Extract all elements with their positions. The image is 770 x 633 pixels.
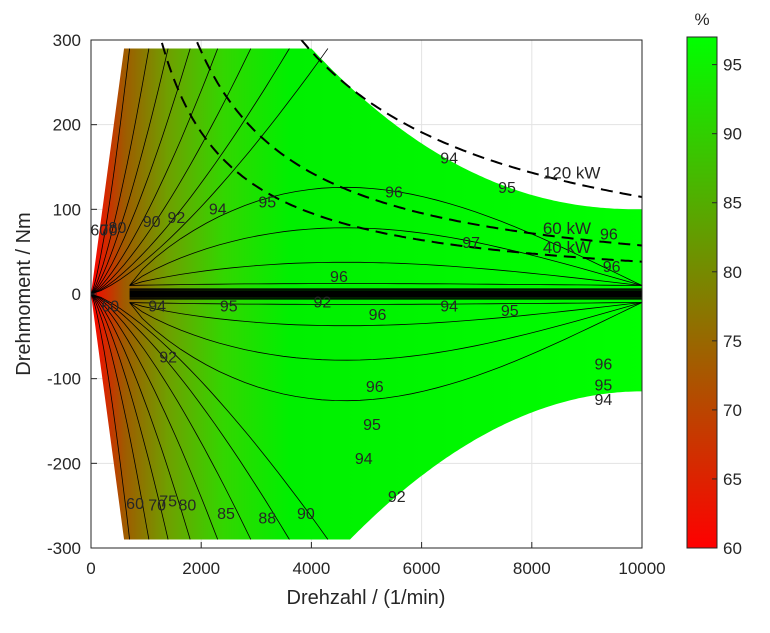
x-tick-label: 6000 [403, 559, 441, 578]
power-line-label: 40 kW [543, 238, 591, 257]
efficiency-contour-line [129, 283, 642, 286]
contour-label: 95 [220, 299, 238, 316]
efficiency-contour-line [129, 227, 642, 286]
colorbar-tick-label: 65 [723, 470, 742, 489]
contour-label: 80 [179, 498, 197, 515]
contour-label: 90 [297, 506, 315, 523]
contour-label: 70 [100, 223, 118, 240]
contour-label: 95 [498, 180, 516, 197]
contour-label: 97 [462, 235, 480, 252]
power-line [300, 40, 642, 198]
contour-label: 75 [159, 493, 177, 510]
y-tick-label: 100 [53, 200, 81, 219]
contour-label: 96 [595, 356, 613, 373]
power-line [195, 40, 642, 247]
x-axis-label: Drehzahl / (1/min) [287, 587, 446, 609]
colorbar-tick-label: 90 [723, 125, 742, 144]
contour-label: 94 [440, 299, 458, 316]
efficiency-contour-line [129, 302, 642, 327]
contour-label: 70 [148, 498, 166, 515]
efficiency-contour-line [91, 48, 290, 295]
contour-label: 60 [126, 496, 144, 513]
efficiency-contour-line [129, 302, 642, 402]
efficiency-contour-line [91, 48, 169, 295]
y-tick-label: -300 [47, 539, 81, 558]
efficiency-contour-line [91, 293, 290, 540]
contour-label: 96 [603, 259, 621, 276]
y-tick-label: -100 [47, 370, 81, 389]
contour-label: 95 [258, 195, 276, 212]
contour-label: 85 [217, 506, 235, 523]
efficiency-contour-line [91, 293, 150, 540]
contour-label: 95 [501, 303, 519, 320]
contour-label: 92 [314, 294, 332, 311]
contour-label: 96 [330, 269, 348, 286]
colorbar-tick-label: 80 [723, 263, 742, 282]
colorbar-ticks: 60 65 70 75 80 85 90 95 [712, 56, 742, 558]
efficiency-contour-line [91, 48, 252, 295]
contour-label: 88 [258, 510, 276, 527]
y-tick-label: 200 [53, 116, 81, 135]
efficiency-contour-line [91, 293, 130, 540]
efficiency-contour-line [129, 302, 642, 361]
efficiency-contour-line [91, 293, 329, 540]
contour-label: 94 [440, 151, 458, 168]
efficiency-contour-line [91, 48, 219, 295]
contour-label: 94 [355, 451, 373, 468]
contour-label: 96 [385, 184, 403, 201]
contour-label: 60 [90, 223, 108, 240]
colorbar [686, 36, 718, 549]
contour-label: 96 [600, 227, 618, 244]
contour-label: 95 [363, 417, 381, 434]
y-tick-label: -200 [47, 454, 81, 473]
power-line-label: 60 kW [543, 219, 591, 238]
y-tick-label: 300 [53, 31, 81, 50]
efficiency-contour-line [91, 293, 191, 540]
contour-label: 92 [168, 210, 186, 227]
x-tick-label: 10000 [618, 559, 665, 578]
contour-label: 92 [159, 350, 177, 367]
efficiency-contour-line [91, 48, 191, 295]
efficiency-contour-line [129, 186, 642, 286]
contour-label: 94 [148, 299, 166, 316]
contour-label: 94 [209, 201, 227, 218]
contour-label: 90 [143, 214, 161, 231]
efficiency-contour-line [91, 48, 130, 295]
efficiency-contour-line [91, 293, 252, 540]
colorbar-unit-label: % [694, 10, 709, 29]
contour-label: 94 [595, 392, 613, 409]
contour-label: 80 [109, 220, 127, 237]
efficiency-contour-line [91, 48, 329, 295]
power-line [160, 40, 642, 263]
colorbar-tick-label: 70 [723, 401, 742, 420]
colorbar-tick-label: 95 [723, 56, 742, 75]
efficiency-contour-line [129, 302, 642, 305]
contour-label: 95 [595, 377, 613, 394]
x-tick-label: 4000 [292, 559, 330, 578]
contour-label: 96 [366, 379, 384, 396]
colorbar-tick-label: 85 [723, 194, 742, 213]
x-tick-label: 0 [86, 559, 95, 578]
contour-label: 60 [101, 299, 119, 316]
efficiency-contour-line [91, 293, 219, 540]
colorbar-tick-label: 60 [723, 539, 742, 558]
y-tick-label: 0 [72, 285, 81, 304]
colorbar-tick-label: 75 [723, 332, 742, 351]
x-tick-label: 8000 [513, 559, 551, 578]
efficiency-contours [91, 48, 642, 540]
efficiency-contour-line [91, 48, 150, 295]
power-line-label: 120 kW [543, 163, 601, 182]
x-tick-label: 2000 [182, 559, 220, 578]
contour-label: 96 [369, 307, 387, 324]
efficiency-contour-line [91, 293, 169, 540]
efficiency-contour-line [129, 261, 642, 286]
contour-label: 92 [388, 489, 406, 506]
axis-ticks: 0 2000 4000 6000 8000 10000 -300 -200 -100 0 100 20… [47, 31, 666, 578]
y-axis-label: Drehmoment / Nm [13, 212, 35, 375]
